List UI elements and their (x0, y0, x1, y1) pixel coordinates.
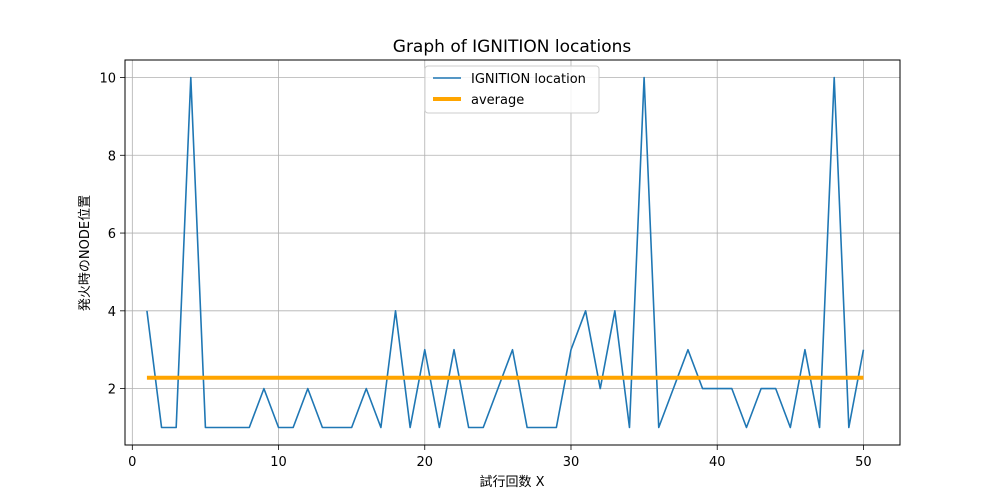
y-tick-label: 2 (108, 383, 116, 398)
y-tick-label: 10 (99, 72, 116, 87)
x-tick-label: 20 (416, 455, 433, 470)
x-tick-label: 0 (128, 455, 136, 470)
legend-box (424, 65, 600, 114)
x-tick-label: 50 (855, 455, 872, 470)
x-axis-label: 試行回数 X (479, 474, 544, 490)
y-axis-label: 発火時のNODE位置 (78, 195, 93, 311)
legend-label-average: average (471, 93, 524, 108)
chart-title: Graph of IGNITION locations (393, 37, 632, 57)
y-tick-label: 8 (108, 149, 116, 164)
series-line-ignition (146, 76, 865, 429)
x-tick-label: 10 (270, 455, 287, 470)
x-tick-label: 40 (709, 455, 726, 470)
legend: IGNITION location average (424, 65, 600, 114)
legend-label-ignition: IGNITION location (471, 72, 586, 87)
x-tick-label: 30 (563, 455, 580, 470)
y-tick-label: 6 (108, 227, 116, 242)
series-layer (146, 76, 865, 429)
axes-frame (124, 59, 901, 446)
y-tick-label: 4 (108, 305, 116, 320)
x-axis-ticks: 0 10 20 30 40 50 (128, 445, 872, 470)
y-axis-ticks: 2 4 6 8 10 (99, 72, 125, 398)
